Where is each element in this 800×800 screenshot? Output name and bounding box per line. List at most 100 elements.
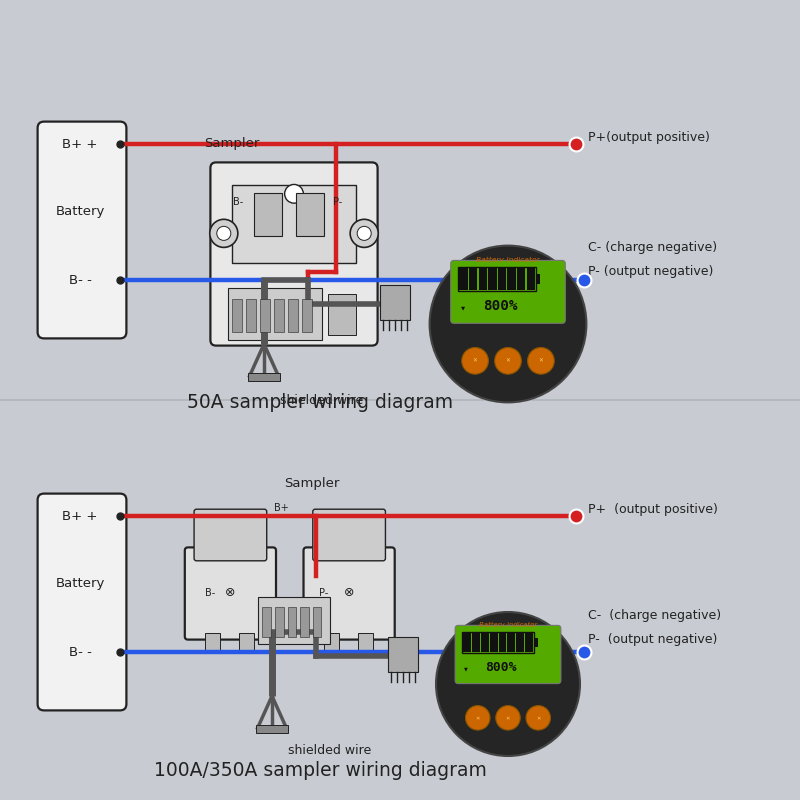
Bar xyxy=(260,298,270,332)
Text: P-: P- xyxy=(333,198,342,207)
Circle shape xyxy=(430,246,586,402)
Text: 800%: 800% xyxy=(485,661,517,674)
Text: P+(output positive): P+(output positive) xyxy=(588,131,710,144)
Text: Battery: Battery xyxy=(55,578,105,590)
Text: P-: P- xyxy=(319,588,329,598)
Text: P-  (output negative): P- (output negative) xyxy=(588,634,718,646)
Circle shape xyxy=(436,612,580,756)
Text: C-  (charge negative): C- (charge negative) xyxy=(588,610,721,622)
Bar xyxy=(517,268,526,290)
Bar xyxy=(507,268,516,290)
Text: B-: B- xyxy=(205,588,215,598)
Text: 100A/350A sampler wiring diagram: 100A/350A sampler wiring diagram xyxy=(154,761,486,780)
Bar xyxy=(459,268,468,290)
Text: ✕: ✕ xyxy=(473,358,478,363)
Bar xyxy=(229,289,322,340)
Bar xyxy=(380,285,410,320)
Bar xyxy=(525,633,533,653)
Bar xyxy=(254,193,282,235)
Text: B- -: B- - xyxy=(69,274,91,286)
Bar xyxy=(205,634,220,652)
Bar xyxy=(274,298,284,332)
Text: P- (output negative): P- (output negative) xyxy=(588,266,714,278)
Text: ✕: ✕ xyxy=(475,715,480,720)
Bar xyxy=(498,268,506,290)
Text: B- -: B- - xyxy=(69,646,91,658)
FancyBboxPatch shape xyxy=(455,626,561,683)
Bar xyxy=(478,268,487,290)
Bar xyxy=(458,267,536,290)
Text: 800%: 800% xyxy=(483,299,518,313)
Bar xyxy=(256,725,288,733)
Bar xyxy=(388,637,418,672)
Text: Battery Indicator: Battery Indicator xyxy=(476,257,540,262)
Bar xyxy=(239,634,254,652)
FancyBboxPatch shape xyxy=(38,494,126,710)
Text: Sampler: Sampler xyxy=(284,478,340,490)
Circle shape xyxy=(466,706,490,730)
Text: ✕: ✕ xyxy=(506,358,510,363)
Text: Battery: Battery xyxy=(55,206,105,218)
Bar xyxy=(287,606,296,637)
Bar xyxy=(328,294,357,335)
Bar xyxy=(488,268,497,290)
Text: 50A sampler wiring diagram: 50A sampler wiring diagram xyxy=(187,393,453,412)
Bar xyxy=(507,633,515,653)
Text: B+: B+ xyxy=(274,503,289,514)
Bar xyxy=(535,638,538,647)
Bar xyxy=(538,274,541,284)
Bar xyxy=(462,632,534,654)
Bar xyxy=(258,598,330,644)
FancyBboxPatch shape xyxy=(313,509,386,561)
Circle shape xyxy=(210,219,238,247)
Text: ▼: ▼ xyxy=(464,666,468,671)
Bar xyxy=(246,298,256,332)
Text: ✕: ✕ xyxy=(536,715,541,720)
Bar xyxy=(358,634,373,652)
Text: ▼: ▼ xyxy=(461,305,465,310)
Text: shielded wire: shielded wire xyxy=(280,394,363,406)
Bar xyxy=(526,268,535,290)
Bar xyxy=(481,633,489,653)
Bar xyxy=(232,298,242,332)
Bar xyxy=(232,186,357,262)
Text: C- (charge negative): C- (charge negative) xyxy=(588,242,717,254)
Text: B+ +: B+ + xyxy=(62,510,98,522)
Bar xyxy=(302,298,312,332)
Circle shape xyxy=(526,706,550,730)
Text: shielded wire: shielded wire xyxy=(288,744,371,757)
Text: Battery Indicator: Battery Indicator xyxy=(479,622,537,628)
Bar xyxy=(463,633,471,653)
Bar xyxy=(275,606,283,637)
Bar xyxy=(324,634,339,652)
FancyBboxPatch shape xyxy=(210,162,378,346)
Text: B+ +: B+ + xyxy=(62,138,98,150)
Circle shape xyxy=(494,347,522,374)
Circle shape xyxy=(462,347,488,374)
Text: ✕: ✕ xyxy=(506,715,510,720)
Bar xyxy=(469,268,478,290)
Text: P+  (output positive): P+ (output positive) xyxy=(588,503,718,516)
FancyBboxPatch shape xyxy=(450,261,566,323)
Circle shape xyxy=(350,219,378,247)
Bar xyxy=(262,606,271,637)
Bar xyxy=(288,298,298,332)
Bar xyxy=(297,193,324,235)
Bar xyxy=(313,606,322,637)
Circle shape xyxy=(496,706,520,730)
FancyBboxPatch shape xyxy=(185,547,276,640)
Text: ⊗: ⊗ xyxy=(225,586,236,599)
Circle shape xyxy=(217,226,231,240)
Bar xyxy=(516,633,524,653)
Circle shape xyxy=(285,185,303,203)
Bar xyxy=(498,633,506,653)
Bar xyxy=(248,373,280,381)
FancyBboxPatch shape xyxy=(303,547,394,640)
FancyBboxPatch shape xyxy=(194,509,266,561)
Circle shape xyxy=(357,226,371,240)
Bar xyxy=(472,633,480,653)
Bar xyxy=(490,633,498,653)
Circle shape xyxy=(527,347,554,374)
Text: B-: B- xyxy=(233,198,243,207)
FancyBboxPatch shape xyxy=(38,122,126,338)
